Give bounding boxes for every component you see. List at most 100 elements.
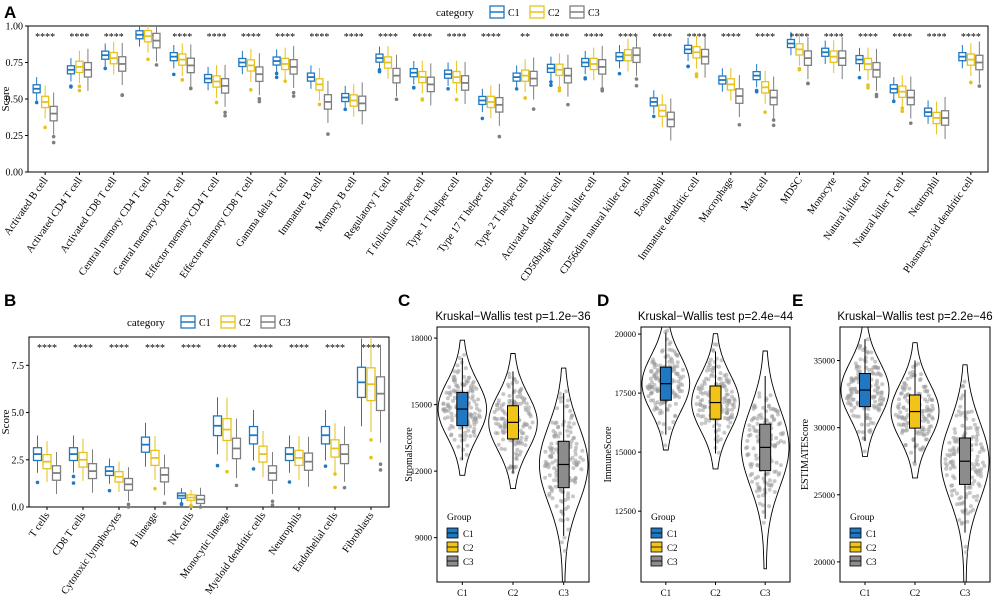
data-point [846,382,851,387]
data-point [549,441,554,446]
data-point [970,475,975,480]
data-point [897,402,902,407]
outlier-point [617,71,622,76]
data-point [774,436,779,440]
x-tick-label: Fibroblasts [341,510,377,555]
outlier-point [874,94,879,99]
data-point [578,455,583,460]
chart-title: Kruskal−Wallis test p=2.2e−46 [837,311,992,323]
data-point [724,388,729,393]
data-point [515,447,520,452]
data-point [449,415,454,420]
data-point [950,483,955,488]
significance-label: **** [289,343,309,354]
outlier-point [270,503,275,507]
data-point [566,398,570,403]
outlier-point [446,87,450,91]
data-point [755,462,760,467]
outlier-point [287,480,292,484]
outlier-point [223,110,227,115]
data-point [678,381,683,386]
data-point [562,548,567,553]
significance-label: **** [652,32,672,43]
data-point [953,439,958,444]
data-point [877,372,882,377]
data-point [967,490,972,495]
data-point [755,429,760,433]
data-point [750,479,755,484]
data-point [445,396,450,401]
data-point [515,394,520,399]
data-point [674,371,679,376]
outlier-point [69,85,73,89]
data-point [951,435,956,440]
data-point [971,494,976,499]
data-point [762,479,767,484]
data-point [767,487,772,492]
outlier-point [523,96,527,100]
data-point [978,442,983,447]
significance-label: **** [104,32,124,43]
data-point [866,422,871,427]
x-tick-label: NK cells [166,510,196,547]
data-point [979,474,983,479]
data-point [568,409,573,413]
y-axis-title: StromalScore [404,427,415,482]
outlier-point [146,57,150,62]
data-point [703,390,708,395]
data-point [896,406,901,411]
outlier-point [251,467,256,471]
data-point [507,393,512,398]
data-point [755,434,760,439]
data-point [526,405,531,410]
x-tick-label: C2 [910,588,921,598]
data-point [455,370,460,375]
violin-outline [940,364,990,583]
y-axis-title: ESTIMATEScore [800,418,811,490]
data-point [856,414,861,419]
data-point [903,443,908,447]
data-point [474,402,479,407]
data-point [456,444,461,449]
outlier-point [797,66,802,71]
y-axis-title: Score [0,86,12,111]
outlier-point [377,69,382,74]
panel-b-boxplot: 0.0 2.5 5.0 7.5 Score **** T cells **** CD8 T ce… [0,315,390,597]
data-point [923,389,927,393]
data-point [547,493,552,498]
data-point [573,449,578,453]
data-point [965,519,970,524]
data-point [901,405,906,410]
data-point [722,384,727,388]
data-point [648,376,653,381]
y-tick-label: 0.00 [6,168,24,179]
data-point [930,403,935,408]
data-point [726,424,731,429]
data-point [873,383,878,388]
data-point [849,380,854,385]
data-point [751,425,756,430]
legend-label: C3 [588,8,600,19]
outlier-point [317,102,322,107]
outlier-point [866,83,870,87]
data-point [947,448,952,453]
panel-c-violin: Kruskal−Wallis test p=1.2e−36 9000 12000 15… [404,311,591,598]
data-point [853,376,858,381]
data-point [744,446,748,451]
data-point [768,478,772,483]
legend-label: C2 [667,543,678,553]
data-point [726,408,731,413]
data-point [700,383,704,388]
outlier-point [600,88,605,93]
outlier-point [908,121,913,125]
data-point [718,371,723,376]
data-point [443,407,447,412]
data-point [553,484,558,489]
outlier-point [154,63,159,67]
y-tick-label: 0.25 [6,131,24,142]
outlier-point [188,86,193,91]
data-point [877,406,882,411]
data-point [865,337,870,342]
data-point [947,440,952,445]
data-point [854,390,859,395]
